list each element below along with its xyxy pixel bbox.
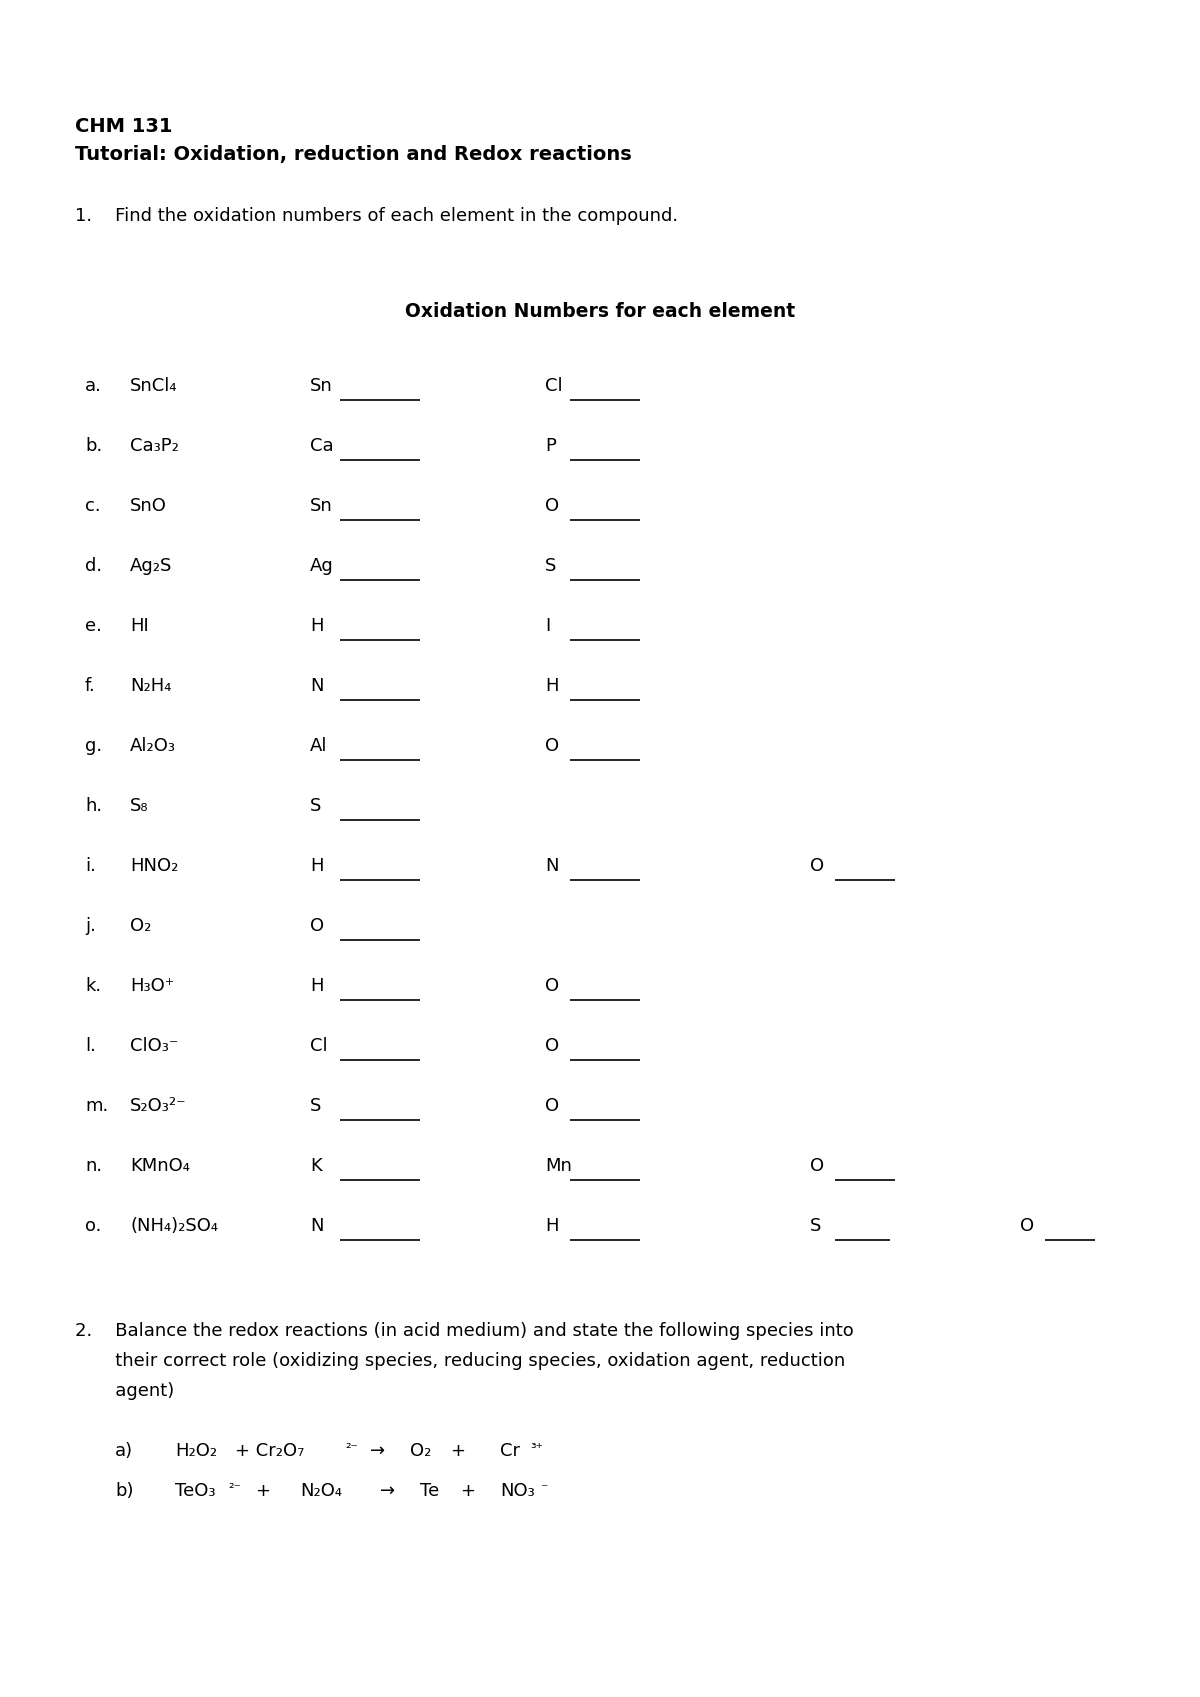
Text: Oxidation Numbers for each element: Oxidation Numbers for each element (404, 302, 796, 321)
Text: S₂O₃²⁻: S₂O₃²⁻ (130, 1096, 187, 1115)
Text: Ca₃P₂: Ca₃P₂ (130, 438, 179, 455)
Text: Sn: Sn (310, 377, 332, 395)
Text: N₂H₄: N₂H₄ (130, 677, 172, 696)
Text: Mn: Mn (545, 1157, 572, 1174)
Text: Ca: Ca (310, 438, 334, 455)
Text: H₃O⁺: H₃O⁺ (130, 977, 174, 994)
Text: H₂O₂: H₂O₂ (175, 1442, 217, 1459)
Text: NO₃: NO₃ (500, 1481, 535, 1500)
Text: Sn: Sn (310, 497, 332, 514)
Text: i.: i. (85, 857, 96, 876)
Text: N: N (310, 677, 324, 696)
Text: 1.    Find the oxidation numbers of each element in the compound.: 1. Find the oxidation numbers of each el… (74, 207, 678, 226)
Text: O: O (545, 497, 559, 514)
Text: h.: h. (85, 798, 102, 815)
Text: H: H (545, 1217, 558, 1235)
Text: S: S (310, 1096, 322, 1115)
Text: N: N (310, 1217, 324, 1235)
Text: HI: HI (130, 618, 149, 635)
Text: Tutorial: Oxidation, reduction and Redox reactions: Tutorial: Oxidation, reduction and Redox… (74, 144, 631, 165)
Text: ²⁻: ²⁻ (228, 1481, 241, 1497)
Text: a.: a. (85, 377, 102, 395)
Text: o.: o. (85, 1217, 101, 1235)
Text: O: O (545, 1096, 559, 1115)
Text: SnCl₄: SnCl₄ (130, 377, 178, 395)
Text: H: H (545, 677, 558, 696)
Text: +: + (450, 1442, 466, 1459)
Text: O₂: O₂ (130, 916, 151, 935)
Text: CHM 131: CHM 131 (74, 117, 173, 136)
Text: O₂: O₂ (410, 1442, 431, 1459)
Text: H: H (310, 857, 324, 876)
Text: e.: e. (85, 618, 102, 635)
Text: H: H (310, 977, 324, 994)
Text: S: S (545, 557, 557, 575)
Text: ⁻: ⁻ (540, 1481, 547, 1497)
Text: a): a) (115, 1442, 133, 1459)
Text: O: O (545, 1037, 559, 1056)
Text: Ag₂S: Ag₂S (130, 557, 173, 575)
Text: ²⁻: ²⁻ (346, 1442, 358, 1456)
Text: SnO: SnO (130, 497, 167, 514)
Text: O: O (810, 857, 824, 876)
Text: f.: f. (85, 677, 96, 696)
Text: n.: n. (85, 1157, 102, 1174)
Text: S: S (310, 798, 322, 815)
Text: + Cr₂O₇: + Cr₂O₇ (235, 1442, 305, 1459)
Text: +: + (256, 1481, 270, 1500)
Text: Cl: Cl (310, 1037, 328, 1056)
Text: their correct role (oxidizing species, reducing species, oxidation agent, reduct: their correct role (oxidizing species, r… (74, 1353, 845, 1369)
Text: O: O (310, 916, 324, 935)
Text: Al: Al (310, 736, 328, 755)
Text: TeO₃: TeO₃ (175, 1481, 216, 1500)
Text: c.: c. (85, 497, 101, 514)
Text: m.: m. (85, 1096, 108, 1115)
Text: N: N (545, 857, 558, 876)
Text: +: + (460, 1481, 475, 1500)
Text: 2.    Balance the redox reactions (in acid medium) and state the following speci: 2. Balance the redox reactions (in acid … (74, 1322, 853, 1341)
Text: O: O (1020, 1217, 1034, 1235)
Text: O: O (545, 977, 559, 994)
Text: l.: l. (85, 1037, 96, 1056)
Text: →: → (380, 1481, 395, 1500)
Text: Te: Te (420, 1481, 439, 1500)
Text: KMnO₄: KMnO₄ (130, 1157, 190, 1174)
Text: Cl: Cl (545, 377, 563, 395)
Text: ClO₃⁻: ClO₃⁻ (130, 1037, 179, 1056)
Text: d.: d. (85, 557, 102, 575)
Text: b): b) (115, 1481, 133, 1500)
Text: I: I (545, 618, 551, 635)
Text: P: P (545, 438, 556, 455)
Text: O: O (545, 736, 559, 755)
Text: agent): agent) (74, 1381, 174, 1400)
Text: O: O (810, 1157, 824, 1174)
Text: →: → (370, 1442, 385, 1459)
Text: j.: j. (85, 916, 96, 935)
Text: K: K (310, 1157, 322, 1174)
Text: S: S (810, 1217, 821, 1235)
Text: H: H (310, 618, 324, 635)
Text: Al₂O₃: Al₂O₃ (130, 736, 176, 755)
Text: HNO₂: HNO₂ (130, 857, 179, 876)
Text: k.: k. (85, 977, 101, 994)
Text: Ag: Ag (310, 557, 334, 575)
Text: S₈: S₈ (130, 798, 149, 815)
Text: N₂O₄: N₂O₄ (300, 1481, 342, 1500)
Text: Cr: Cr (500, 1442, 520, 1459)
Text: b.: b. (85, 438, 102, 455)
Text: ³⁺: ³⁺ (530, 1442, 542, 1456)
Text: (NH₄)₂SO₄: (NH₄)₂SO₄ (130, 1217, 218, 1235)
Text: g.: g. (85, 736, 102, 755)
